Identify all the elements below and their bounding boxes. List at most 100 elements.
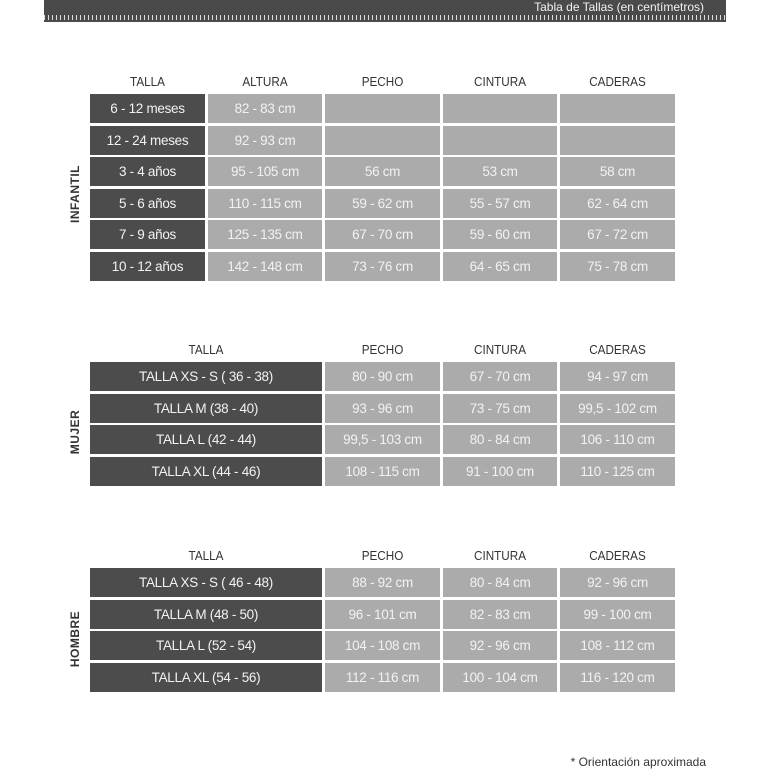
- measure-cell: 108 - 112 cm: [560, 631, 675, 660]
- measure-cell: [560, 94, 675, 123]
- table-hombre: TALLA PECHO CINTURA CADERAS TALLA XS - S ( 4…: [90, 548, 680, 694]
- header-row: TALLA PECHO CINTURA CADERAS: [90, 342, 680, 362]
- table-row: TALLA M (38 - 40) 93 - 96 cm 73 - 75 cm 99,…: [90, 393, 680, 423]
- size-cell: 10 - 12 años: [90, 251, 205, 281]
- measure-cell: 96 - 101 cm: [325, 599, 440, 629]
- measure-cell: 58 cm: [560, 157, 675, 186]
- size-cell: 6 - 12 meses: [90, 94, 205, 123]
- size-cell: TALLA XS - S ( 46 - 48): [90, 568, 322, 597]
- measure-cell: 55 - 57 cm: [443, 188, 557, 218]
- measure-cell: 82 - 83 cm: [208, 94, 322, 123]
- measure-cell: 59 - 62 cm: [325, 188, 440, 218]
- measure-cell: 112 - 116 cm: [325, 662, 440, 692]
- measure-cell: 67 - 70 cm: [443, 362, 557, 391]
- table-row: TALLA XS - S ( 36 - 38) 80 - 90 cm 67 - 70…: [90, 362, 680, 391]
- size-cell: TALLA M (48 - 50): [90, 599, 322, 629]
- measure-cell: 104 - 108 cm: [325, 631, 440, 660]
- table-row: 10 - 12 años 142 - 148 cm 73 - 76 cm 64 - 6…: [90, 251, 680, 281]
- table-row: 7 - 9 años 125 - 135 cm 67 - 70 cm 59 - 60 …: [90, 220, 680, 249]
- column-header: CADERAS: [589, 74, 646, 89]
- column-header: CADERAS: [589, 548, 646, 563]
- measure-cell: 95 - 105 cm: [208, 157, 322, 186]
- column-header: CINTURA: [473, 548, 527, 563]
- section-label-mujer: MUJER: [68, 409, 82, 455]
- size-cell: 3 - 4 años: [90, 157, 205, 186]
- measure-cell: 94 - 97 cm: [560, 362, 675, 391]
- measure-cell: 99 - 100 cm: [560, 599, 675, 629]
- column-header: ALTURA: [242, 74, 288, 89]
- measure-cell: 92 - 96 cm: [560, 568, 675, 597]
- table-row: 5 - 6 años 110 - 115 cm 59 - 62 cm 55 - 57 …: [90, 188, 680, 218]
- table-infantil: TALLA ALTURA PECHO CINTURA CADERAS 6 - 12 mes…: [90, 74, 680, 283]
- measure-cell: 75 - 78 cm: [560, 251, 675, 281]
- measure-cell: 53 cm: [443, 157, 557, 186]
- size-cell: TALLA XS - S ( 36 - 38): [90, 362, 322, 391]
- measure-cell: [443, 125, 557, 155]
- measure-cell: 62 - 64 cm: [560, 188, 675, 218]
- table-row: 3 - 4 años 95 - 105 cm 56 cm 53 cm 58 cm: [90, 157, 680, 186]
- column-header: PECHO: [361, 548, 404, 563]
- size-cell: TALLA L (52 - 54): [90, 631, 322, 660]
- table-mujer: TALLA PECHO CINTURA CADERAS TALLA XS - S ( 3…: [90, 342, 680, 488]
- header-title: Tabla de Tallas (en centímetros): [534, 0, 704, 14]
- measure-cell: 59 - 60 cm: [443, 220, 557, 249]
- column-header: CINTURA: [473, 74, 527, 89]
- header-row: TALLA ALTURA PECHO CINTURA CADERAS: [90, 74, 680, 94]
- table-row: TALLA XL (44 - 46) 108 - 115 cm 91 - 100 c…: [90, 456, 680, 486]
- column-header: TALLA: [188, 342, 224, 357]
- size-cell: TALLA XL (54 - 56): [90, 662, 322, 692]
- column-header: CINTURA: [473, 342, 527, 357]
- measure-cell: 73 - 75 cm: [443, 393, 557, 423]
- measure-cell: 110 - 115 cm: [208, 188, 322, 218]
- measure-cell: [560, 125, 675, 155]
- footnote: * Orientación aproximada: [570, 755, 706, 769]
- measure-cell: [443, 94, 557, 123]
- measure-cell: 80 - 84 cm: [443, 425, 557, 454]
- header-bar: Tabla de Tallas (en centímetros): [44, 0, 726, 22]
- size-cell: 7 - 9 años: [90, 220, 205, 249]
- measure-cell: 142 - 148 cm: [208, 251, 322, 281]
- measure-cell: 80 - 90 cm: [325, 362, 440, 391]
- measure-cell: 73 - 76 cm: [325, 251, 440, 281]
- measure-cell: 56 cm: [325, 157, 440, 186]
- size-cell: 12 - 24 meses: [90, 125, 205, 155]
- measure-cell: 67 - 72 cm: [560, 220, 675, 249]
- measure-cell: 92 - 93 cm: [208, 125, 322, 155]
- ruler-decoration: [44, 15, 726, 20]
- table-row: TALLA L (52 - 54) 104 - 108 cm 92 - 96 cm 1…: [90, 631, 680, 660]
- column-header: TALLA: [188, 548, 224, 563]
- table-row: TALLA L (42 - 44) 99,5 - 103 cm 80 - 84 cm…: [90, 425, 680, 454]
- measure-cell: 99,5 - 103 cm: [325, 425, 440, 454]
- column-header: CADERAS: [589, 342, 646, 357]
- column-header: PECHO: [361, 74, 404, 89]
- measure-cell: 93 - 96 cm: [325, 393, 440, 423]
- measure-cell: 91 - 100 cm: [443, 456, 557, 486]
- section-label-hombre: HOMBRE: [68, 610, 82, 668]
- size-cell: TALLA L (42 - 44): [90, 425, 322, 454]
- measure-cell: 125 - 135 cm: [208, 220, 322, 249]
- measure-cell: 116 - 120 cm: [560, 662, 675, 692]
- measure-cell: 110 - 125 cm: [560, 456, 675, 486]
- measure-cell: 108 - 115 cm: [325, 456, 440, 486]
- table-row: TALLA XS - S ( 46 - 48) 88 - 92 cm 80 - 84…: [90, 568, 680, 597]
- size-cell: TALLA M (38 - 40): [90, 393, 322, 423]
- measure-cell: 67 - 70 cm: [325, 220, 440, 249]
- table-row: 12 - 24 meses 92 - 93 cm: [90, 125, 680, 155]
- table-row: TALLA XL (54 - 56) 112 - 116 cm 100 - 104 …: [90, 662, 680, 692]
- measure-cell: 92 - 96 cm: [443, 631, 557, 660]
- column-header: TALLA: [130, 74, 165, 89]
- measure-cell: 106 - 110 cm: [560, 425, 675, 454]
- section-label-infantil: INFANTIL: [68, 165, 82, 223]
- measure-cell: 80 - 84 cm: [443, 568, 557, 597]
- measure-cell: [325, 94, 440, 123]
- measure-cell: 88 - 92 cm: [325, 568, 440, 597]
- table-row: 6 - 12 meses 82 - 83 cm: [90, 94, 680, 123]
- column-header: PECHO: [361, 342, 404, 357]
- measure-cell: [325, 125, 440, 155]
- table-row: TALLA M (48 - 50) 96 - 101 cm 82 - 83 cm 99…: [90, 599, 680, 629]
- measure-cell: 99,5 - 102 cm: [560, 393, 675, 423]
- measure-cell: 100 - 104 cm: [443, 662, 557, 692]
- size-cell: 5 - 6 años: [90, 188, 205, 218]
- size-cell: TALLA XL (44 - 46): [90, 456, 322, 486]
- measure-cell: 64 - 65 cm: [443, 251, 557, 281]
